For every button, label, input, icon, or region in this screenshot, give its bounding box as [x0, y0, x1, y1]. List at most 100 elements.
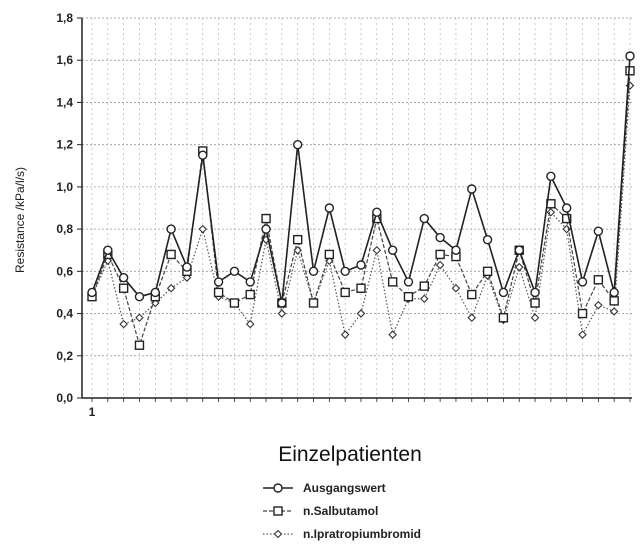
data-point [103, 245, 113, 255]
data-point [530, 298, 540, 308]
data-point [609, 296, 619, 306]
data-point [482, 234, 493, 245]
data-point [467, 313, 477, 323]
data-point [593, 275, 604, 285]
data-point [340, 330, 350, 339]
data-point [577, 308, 588, 319]
legend: Ausgangswert n.Salbutamol n.Ipratropiumbro… [263, 481, 421, 541]
data-point [467, 289, 477, 300]
axes [81, 18, 632, 399]
data-point [625, 51, 635, 61]
x-tick-label: 1 [89, 405, 96, 419]
data-point [594, 300, 603, 310]
data-point [514, 262, 524, 272]
data-point [229, 266, 240, 277]
series-line [91, 70, 631, 348]
y-tick-label: 1,0 [56, 180, 73, 194]
data-point [578, 330, 587, 339]
data-point [419, 281, 429, 291]
data-point [451, 245, 461, 255]
y-tick-label: 1,4 [56, 95, 73, 109]
data-point [261, 224, 271, 234]
y-tick-label: 0,4 [56, 307, 73, 321]
x-tick-labels: 1 [89, 398, 631, 419]
y-axis-label: Resistance /kPa/l/s) [13, 167, 27, 273]
data-point [150, 287, 160, 298]
y-tick-labels: 0,0 0,2 0,4 0,6 0,8 1,0 1,2 1,4 1,6 1,8 [56, 11, 82, 405]
data-point [118, 272, 129, 283]
data-point [198, 224, 208, 234]
series-circle [87, 51, 635, 308]
data-point [229, 298, 240, 308]
data-point [166, 224, 176, 234]
legend-item: Ausgangswert [263, 481, 386, 495]
data-point [609, 287, 619, 298]
data-point [546, 207, 556, 217]
legend-marker [273, 506, 283, 516]
legend-item: n.Salbutamol [263, 504, 378, 518]
series [87, 51, 635, 350]
data-point [498, 313, 509, 323]
data-point [245, 319, 255, 329]
data-point [451, 283, 461, 293]
data-point [308, 298, 319, 308]
data-point [119, 319, 128, 329]
data-point [609, 307, 619, 316]
data-point [530, 287, 540, 298]
data-point [198, 150, 208, 160]
data-point [467, 184, 477, 194]
data-point [245, 289, 255, 300]
legend-marker [273, 529, 283, 539]
data-point [261, 213, 271, 224]
x-axis-label: Einzelpatienten [278, 443, 422, 466]
data-point [340, 266, 350, 277]
data-point [593, 226, 604, 236]
data-point [324, 203, 335, 213]
legend-item: n.Ipratropiumbromid [263, 527, 421, 541]
data-point [530, 313, 540, 323]
y-tick-label: 0,0 [56, 391, 73, 405]
data-point [340, 287, 350, 298]
data-point [435, 249, 445, 260]
data-point [166, 249, 176, 260]
legend-marker [273, 483, 283, 493]
data-point [514, 245, 524, 255]
data-point [245, 277, 255, 287]
data-point [562, 224, 571, 234]
data-point [213, 287, 224, 298]
y-tick-label: 0,6 [56, 264, 73, 278]
legend-label: n.Salbutamol [303, 504, 378, 518]
data-point [135, 313, 144, 323]
y-tick-label: 0,8 [56, 222, 73, 236]
data-point [403, 277, 414, 287]
data-point [420, 294, 429, 304]
data-point [562, 203, 572, 213]
data-point [293, 234, 303, 245]
data-point [356, 260, 366, 270]
data-point [419, 213, 429, 224]
data-point [356, 309, 366, 318]
y-tick-label: 0,2 [56, 349, 73, 363]
data-point [118, 283, 129, 293]
data-point [577, 277, 588, 287]
data-point [387, 277, 398, 287]
data-point [403, 291, 414, 302]
legend-label: Ausgangswert [303, 481, 386, 495]
data-point [372, 207, 382, 217]
data-point [308, 266, 319, 277]
data-point [166, 283, 176, 293]
data-point [387, 245, 398, 255]
data-point [277, 309, 287, 318]
data-point [388, 330, 397, 339]
data-point [435, 260, 445, 270]
data-point [324, 249, 335, 260]
data-point [356, 283, 366, 293]
data-point [277, 298, 287, 308]
legend-label: n.Ipratropiumbromid [303, 527, 421, 541]
data-point [435, 232, 445, 243]
data-point [87, 287, 97, 298]
data-point [182, 262, 192, 272]
data-point [546, 171, 556, 182]
data-point [134, 291, 145, 302]
